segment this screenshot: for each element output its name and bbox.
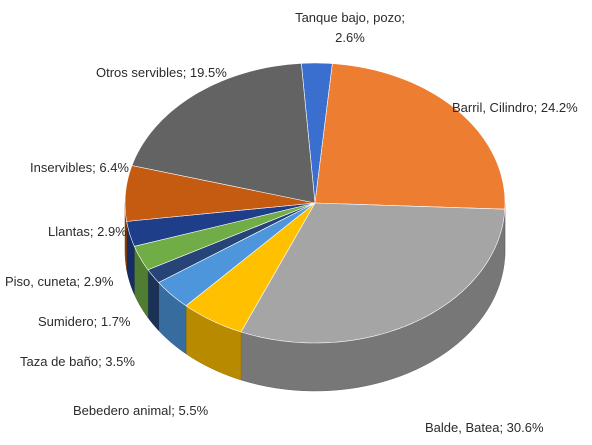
label-tanque-line2: 2.6%	[335, 30, 365, 45]
label-otros: Otros servibles; 19.5%	[96, 65, 227, 80]
pie-tops	[125, 63, 505, 343]
label-llantas: Llantas; 2.9%	[48, 224, 127, 239]
pie-slice-barril-cilindro	[315, 64, 505, 210]
label-piso: Piso, cuneta; 2.9%	[5, 274, 114, 289]
label-balde: Balde, Batea; 30.6%	[425, 420, 544, 435]
label-tanque-line1: Tanque bajo, pozo;	[295, 10, 405, 25]
label-sumidero: Sumidero; 1.7%	[38, 314, 131, 329]
label-taza: Taza de baño; 3.5%	[20, 354, 135, 369]
label-barril: Barril, Cilindro; 24.2%	[452, 100, 578, 115]
label-inservibles: Inservibles; 6.4%	[30, 160, 129, 175]
label-bebedero: Bebedero animal; 5.5%	[73, 403, 209, 418]
